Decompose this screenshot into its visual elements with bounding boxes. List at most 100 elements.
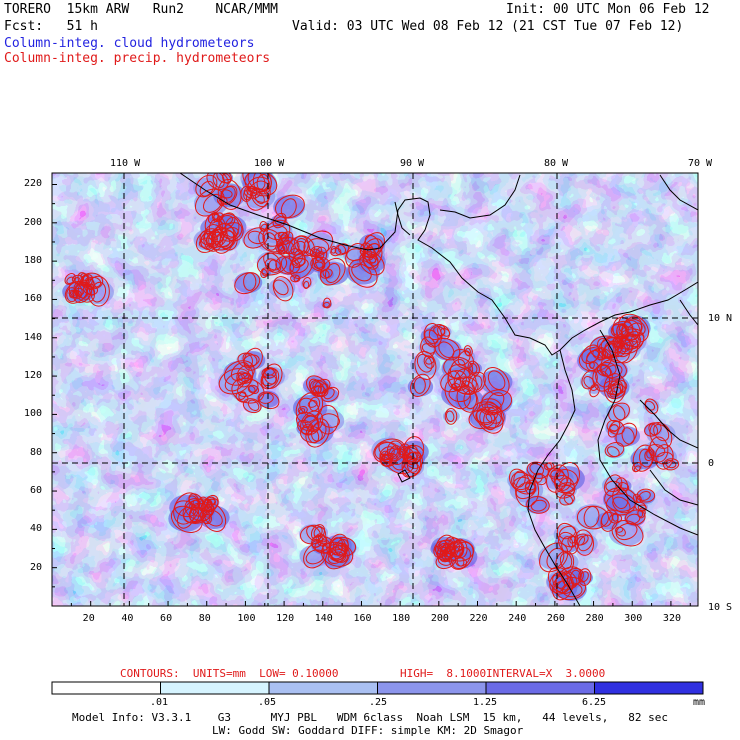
precip-contour [244, 173, 278, 197]
precip-contour [310, 421, 327, 442]
precip-contour [607, 379, 628, 395]
precip-contour [438, 341, 455, 358]
precip-contour [555, 577, 587, 601]
precip-contour [529, 463, 545, 476]
precip-contours [64, 173, 680, 601]
colorbar-swatch [268, 681, 378, 695]
precip-contour [433, 540, 449, 558]
precip-contour [237, 352, 258, 368]
precip-contour [259, 220, 268, 232]
precip-contour [448, 537, 465, 558]
precip-contour [216, 196, 228, 205]
x-tick-label: 300 [624, 613, 643, 624]
precip-contour [444, 407, 458, 425]
precip-contour [414, 350, 437, 380]
colorbar-label-025: .25 [369, 697, 388, 708]
precip-contour [556, 522, 578, 548]
precip-contour [461, 376, 470, 388]
y-tick-label: 20 [30, 561, 43, 573]
x-tick-label: 260 [546, 613, 565, 624]
contour-high: HIGH= 8.1000 [400, 667, 487, 680]
precip-contour [410, 373, 431, 397]
lat-label-10n: 10 N [708, 313, 733, 324]
precip-contour [243, 347, 263, 371]
precip-contour [247, 384, 260, 395]
y-tick-label: 180 [24, 255, 43, 267]
precip-contour [440, 370, 467, 393]
precip-contour [308, 378, 322, 395]
precip-contour [638, 490, 651, 501]
precip-contour [327, 547, 347, 563]
precip-contour [484, 401, 499, 415]
precip-contour [256, 252, 288, 276]
precip-contour [530, 499, 547, 512]
precip-contour [583, 376, 596, 389]
precip-contour [454, 547, 471, 567]
precip-contour [401, 458, 423, 478]
precip-contour [452, 557, 468, 570]
precip-contour [291, 253, 306, 269]
precip-contour [273, 279, 289, 296]
lon-label-70w: 70 W [688, 158, 713, 169]
precip-contour [235, 391, 249, 403]
precip-contour [583, 506, 600, 528]
precip-contour [276, 236, 300, 255]
precip-contour [258, 228, 284, 253]
precip-contour [543, 462, 555, 471]
precip-contour [81, 274, 94, 288]
precip-contour [445, 410, 455, 422]
x-tick-label: 20 [82, 613, 95, 624]
colorbar-label-625: 6.25 [582, 697, 607, 708]
precip-contour [471, 375, 483, 391]
x-tick-label: 200 [430, 613, 449, 624]
x-tick-label: 160 [353, 613, 372, 624]
precip-blob [433, 339, 462, 361]
precip-contour [555, 566, 582, 591]
precip-contour [553, 580, 571, 595]
precip-contour [295, 391, 324, 423]
precip-contour [307, 428, 320, 444]
precip-contour [309, 379, 329, 397]
colorbar-swatch [51, 681, 161, 695]
precip-contour [312, 381, 325, 394]
forecast-hour: Fcst: 51 h [4, 19, 98, 34]
precip-contour [290, 274, 301, 283]
precip-contour [264, 368, 275, 376]
precip-contour [578, 571, 589, 583]
precip-contour [468, 371, 486, 393]
precip-contour [607, 424, 619, 438]
precip-contour [320, 268, 333, 279]
colorbar-swatch [594, 681, 704, 695]
precip-contour [612, 337, 626, 349]
precip-contour [606, 446, 620, 458]
precip-contour [330, 245, 337, 254]
lon-label-110w: 110 W [110, 158, 141, 169]
precip-contour [413, 376, 426, 394]
precip-contour [184, 498, 213, 522]
colorbar-swatch [160, 681, 270, 695]
precip-blob [605, 423, 620, 435]
precip-contour [581, 344, 601, 365]
precip-contour [217, 178, 242, 210]
physics-info: LW: Godd SW: Goddard DIFF: simple KM: 2D… [212, 724, 524, 737]
precip-contour [611, 520, 644, 547]
precip-contour [383, 447, 415, 475]
precip-contour [329, 536, 357, 557]
precip-contour [559, 552, 573, 570]
axis-ticks [51, 183, 691, 607]
lat-lon-grid [52, 173, 698, 606]
precip-contour [526, 496, 550, 514]
precip-contour [569, 535, 577, 544]
precip-contour [554, 474, 575, 494]
model-title: TORERO 15km ARW Run2 NCAR/MMM [4, 2, 278, 17]
precip-contour [234, 272, 261, 295]
precip-contour [567, 535, 577, 548]
init-time: Init: 00 UTC Mon 06 Feb 12 [506, 2, 710, 17]
precip-contour [437, 555, 453, 566]
precip-contour [348, 259, 378, 288]
precip-contour [268, 259, 278, 272]
precip-contour [416, 353, 433, 373]
precip-contour [64, 273, 76, 285]
precip-contour [454, 376, 479, 395]
precip-contour [324, 263, 341, 284]
